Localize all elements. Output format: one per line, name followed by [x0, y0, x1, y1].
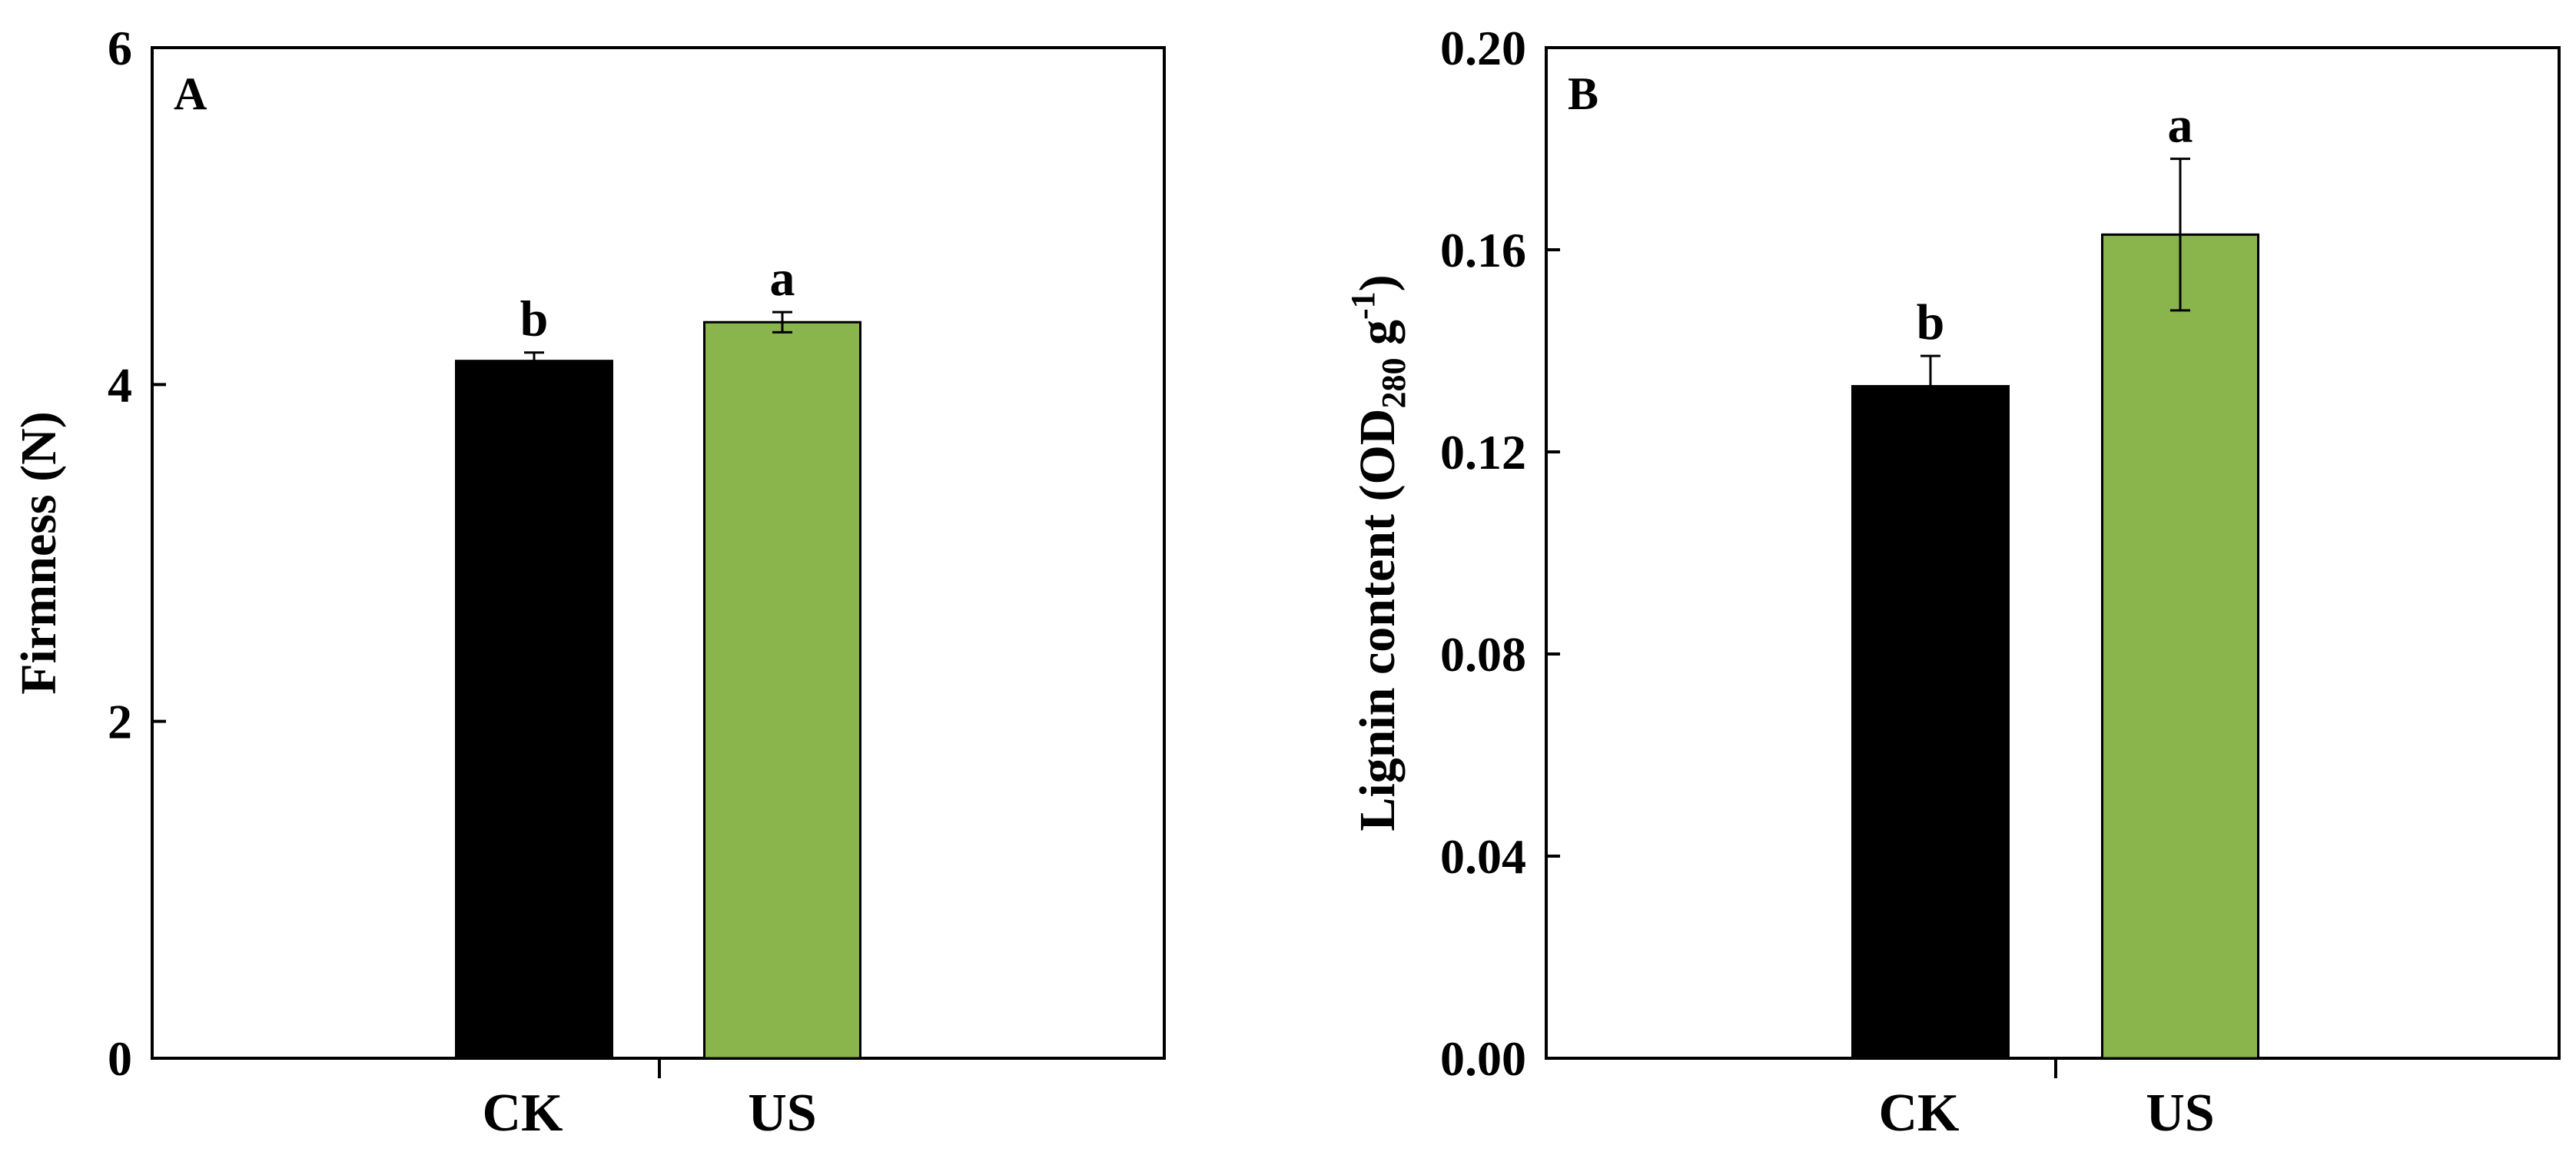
panel-label: B [1568, 68, 1598, 119]
x-category-label: CK [1879, 1084, 1960, 1143]
x-category-label: US [748, 1084, 816, 1143]
y-tick-label: 0.00 [1440, 1031, 1526, 1086]
y-axis-title-part: 280 [1375, 358, 1412, 409]
plot-frame [1545, 46, 2561, 1060]
y-axis-title-part: -1 [1344, 291, 1382, 320]
y-axis-title-part: ) [1349, 274, 1406, 291]
panel-label: A [174, 68, 207, 119]
y-tick-label: 2 [108, 695, 132, 749]
y-axis-title: Firmness (N) [11, 411, 67, 694]
bar-us [2101, 233, 2259, 1060]
y-tick-label: 0.08 [1440, 627, 1526, 682]
significance-label: b [1917, 294, 1945, 350]
significance-label: a [2168, 98, 2193, 154]
y-tick-label: 0.16 [1440, 223, 1526, 277]
y-axis-title: Lignin content (OD280 g-1) [1344, 274, 1412, 831]
x-category-label: US [2146, 1084, 2214, 1143]
bar-ck [1851, 385, 2010, 1060]
bar-us [703, 320, 861, 1060]
bar-ck [455, 360, 613, 1060]
significance-label: a [770, 251, 795, 307]
y-tick-label: 0 [108, 1031, 132, 1086]
y-tick-label: 0.12 [1440, 425, 1526, 480]
y-tick-label: 6 [108, 21, 132, 75]
panel-a: 0 2 4 6 b CK a US A Firmness (N) [11, 21, 1166, 1143]
y-tick-label: 4 [108, 357, 132, 412]
y-tick-label: 0.04 [1440, 829, 1526, 884]
y-axis-title-part: g [1349, 320, 1406, 358]
significance-label: b [520, 291, 549, 347]
y-axis-title-part: Lignin content (OD [1349, 409, 1406, 832]
panel-b: 0.00 0.04 0.08 0.12 0.16 0.20 b CK a US B Lignin co… [1344, 21, 2561, 1143]
y-tick-label: 0.20 [1440, 21, 1526, 75]
plot-frame [151, 46, 1166, 1060]
x-category-label: CK [483, 1084, 563, 1143]
